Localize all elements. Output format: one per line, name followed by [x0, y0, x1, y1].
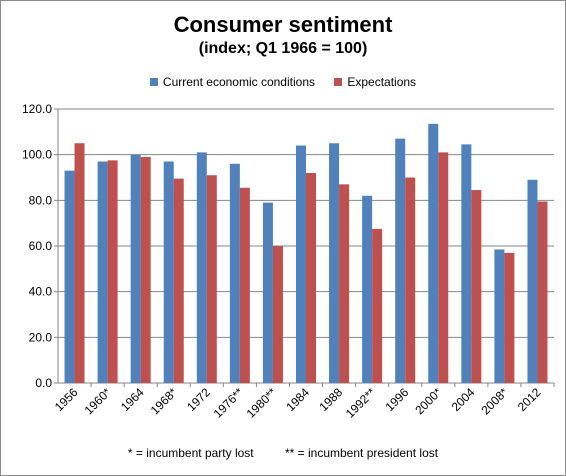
legend: Current economic conditions Expectations	[0, 75, 566, 89]
x-tick-label: 1984	[283, 385, 312, 414]
bar-current	[395, 138, 406, 383]
y-tick-label: 80.0	[29, 193, 53, 207]
bar-expectations	[471, 190, 482, 383]
bar-current	[262, 202, 273, 383]
x-tick-label: 1996	[383, 385, 412, 414]
x-tick-label: 1960*	[82, 385, 114, 417]
bar-expectations	[140, 156, 151, 383]
legend-swatch-expectations	[334, 78, 343, 86]
x-tick-label: 1956	[52, 385, 81, 414]
bar-expectations	[206, 175, 217, 383]
y-tick-label: 120.0	[22, 102, 52, 116]
bar-expectations	[339, 184, 350, 383]
bar-expectations	[74, 143, 85, 383]
footnote-party-lost: * = incumbent party lost	[127, 446, 254, 460]
bar-expectations	[537, 201, 548, 383]
bar-expectations	[405, 177, 416, 383]
bar-expectations	[438, 152, 449, 383]
x-tick-label: 1964	[118, 385, 147, 414]
bar-current	[329, 143, 340, 383]
legend-swatch-current	[149, 78, 158, 86]
bar-current	[163, 161, 174, 383]
bar-expectations	[239, 187, 250, 383]
bar-current	[296, 145, 306, 383]
bar-expectations	[504, 252, 515, 383]
bar-current	[196, 152, 207, 383]
y-tick-label: 0.0	[35, 376, 52, 390]
bar-current	[461, 144, 472, 383]
x-tick-label: 1980**	[244, 385, 280, 421]
bar-current	[130, 154, 141, 383]
y-tick-label: 20.0	[29, 330, 53, 344]
x-tick-label: 1992**	[343, 385, 379, 421]
chart-title: Consumer sentiment	[173, 12, 393, 37]
bar-current	[97, 161, 108, 383]
y-tick-label: 60.0	[29, 239, 53, 253]
footnote-president-lost: ** = incumbent president lost	[284, 446, 439, 460]
x-tick-label: 2012	[515, 385, 544, 414]
bar-current	[428, 123, 439, 383]
x-tick-label: 1972	[184, 385, 213, 414]
footnote: * = incumbent party lost ** = incumbent …	[0, 446, 566, 460]
legend-item-current: Current economic conditions	[149, 75, 315, 89]
bar-current	[229, 163, 240, 383]
y-tick-label: 100.0	[22, 148, 52, 162]
bar-current	[64, 170, 75, 383]
x-tick-label: 2008*	[478, 385, 510, 417]
bar-expectations	[372, 228, 383, 383]
legend-label-current: Current economic conditions	[162, 75, 315, 89]
legend-item-expectations: Expectations	[334, 75, 416, 89]
bar-current	[527, 179, 538, 383]
x-tick-label: 2004	[449, 385, 478, 414]
bar-expectations	[272, 246, 283, 383]
x-tick-label: 1976**	[211, 385, 247, 421]
bar-expectations	[107, 160, 118, 383]
bar-expectations	[173, 178, 184, 383]
chart-subtitle: (index; Q1 1966 = 100)	[198, 40, 368, 57]
legend-label-expectations: Expectations	[347, 75, 417, 89]
bar-current	[362, 195, 373, 383]
x-tick-label: 2000*	[412, 385, 444, 417]
x-tick-label: 1968*	[148, 385, 180, 417]
bar-current	[494, 249, 505, 383]
x-tick-label: 1988	[316, 385, 345, 414]
bar-expectations	[306, 172, 316, 383]
y-tick-label: 40.0	[29, 285, 53, 299]
